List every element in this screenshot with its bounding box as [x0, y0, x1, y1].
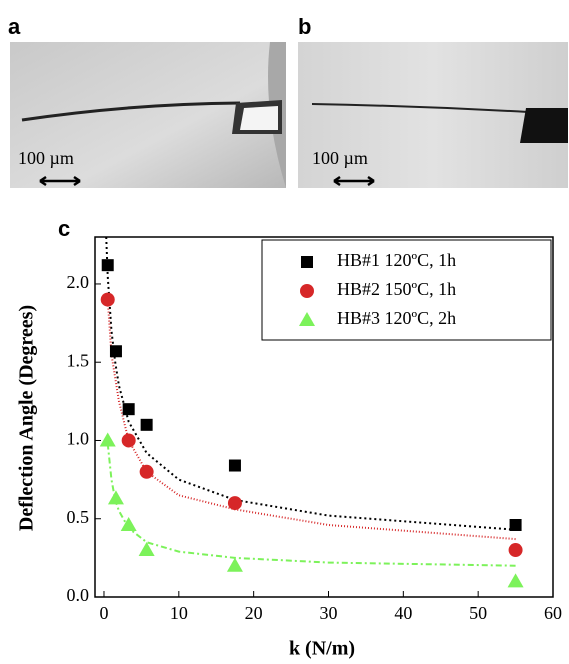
x-tick-label: 30 [319, 603, 337, 623]
fit-line [106, 299, 516, 541]
x-tick-label: 10 [170, 603, 188, 623]
x-tick-label: 50 [469, 603, 487, 623]
marker-triangle [107, 490, 124, 505]
marker-triangle [226, 557, 243, 572]
legend-label: HB#3 120ºC, 2h [337, 308, 456, 328]
panel-label: b [298, 14, 311, 39]
marker-circle [300, 284, 314, 298]
scale-bar [333, 175, 375, 187]
marker-square [140, 418, 153, 431]
x-axis-label: k (N/m) [289, 638, 355, 660]
marker-square [101, 259, 114, 272]
marker-triangle [299, 312, 315, 326]
y-tick-label: 1.0 [67, 429, 90, 449]
scale-bar [39, 175, 81, 187]
marker-triangle [138, 542, 155, 557]
panel-label: a [8, 14, 21, 39]
y-tick-label: 1.5 [67, 350, 90, 370]
marker-circle [227, 496, 242, 511]
y-tick-label: 0.0 [67, 585, 90, 605]
marker-circle [139, 464, 154, 479]
legend-label: HB#1 120ºC, 1h [337, 250, 456, 270]
cantilever [21, 101, 241, 122]
marker-triangle [120, 517, 137, 531]
marker-circle [100, 292, 115, 307]
y-tick-label: 2.0 [67, 272, 90, 292]
y-tick-label: 0.5 [67, 507, 90, 527]
marker-circle [508, 543, 523, 558]
marker-triangle [99, 432, 116, 447]
marker-square [109, 345, 122, 358]
chip [520, 108, 568, 143]
cantilever [311, 103, 529, 113]
photo [298, 42, 568, 188]
marker-triangle [507, 573, 524, 588]
marker-square [122, 403, 135, 416]
marker-square [228, 459, 241, 472]
legend-label: HB#2 150ºC, 1h [337, 279, 456, 299]
marker-square [509, 519, 522, 531]
chip-face [240, 106, 278, 130]
marker-square [301, 256, 313, 268]
fit-line [106, 443, 516, 567]
fit-line [105, 237, 516, 531]
scale-bar-label: 100 µm [312, 148, 368, 168]
marker-circle [121, 433, 136, 448]
x-tick-label: 40 [394, 603, 412, 623]
panel-label: c [58, 216, 70, 241]
x-tick-label: 60 [544, 603, 562, 623]
x-tick-label: 0 [99, 603, 108, 623]
scale-bar-label: 100 µm [18, 148, 74, 168]
plot-frame [94, 236, 554, 598]
y-axis-label: Deflection Angle (Degrees) [16, 305, 38, 531]
x-tick-label: 20 [245, 603, 263, 623]
